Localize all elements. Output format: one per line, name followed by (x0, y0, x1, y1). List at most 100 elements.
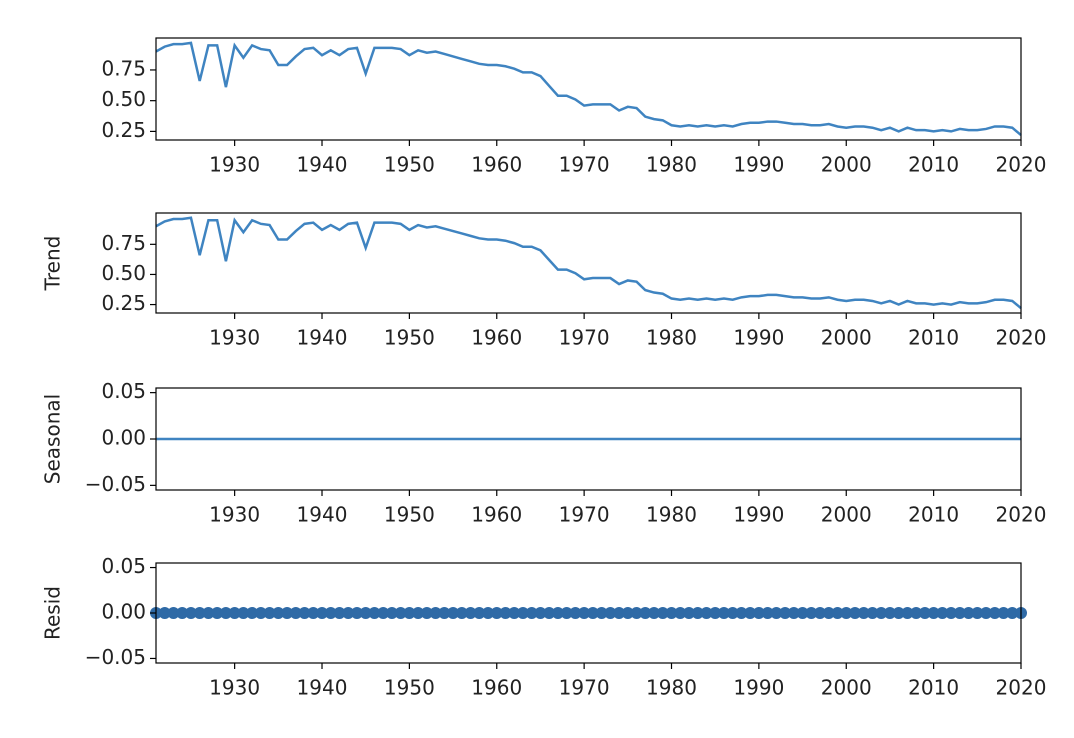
data-point (377, 607, 390, 619)
x-tick-label: 2020 (996, 326, 1047, 350)
data-point (569, 607, 582, 619)
data-point (918, 607, 931, 619)
y-tick-label: 0.50 (101, 261, 146, 285)
data-point (473, 607, 486, 619)
x-tick-label: 1940 (297, 326, 348, 350)
data-point (665, 607, 678, 619)
data-point (333, 607, 346, 619)
y-tick-label: 0.25 (101, 291, 146, 315)
data-point (394, 607, 407, 619)
data-point (202, 607, 215, 619)
data-point (289, 607, 302, 619)
data-point (674, 607, 687, 619)
data-point (892, 607, 905, 619)
x-tick-label: 1940 (297, 153, 348, 177)
axes-frame (155, 387, 1022, 491)
x-tick-label: 1970 (559, 676, 610, 700)
data-point (840, 607, 853, 619)
x-tick-label: 1960 (471, 153, 522, 177)
data-point (342, 607, 355, 619)
x-tick-label: 1980 (646, 153, 697, 177)
data-point (787, 607, 800, 619)
data-point (682, 607, 695, 619)
data-point (455, 607, 468, 619)
data-point (866, 607, 879, 619)
axes-frame (155, 37, 1022, 141)
data-point (953, 607, 966, 619)
data-point (709, 607, 722, 619)
y-axis-label: Resid (41, 586, 65, 640)
y-tick-label: 0.00 (101, 426, 146, 450)
x-tick-label: 2000 (821, 676, 872, 700)
data-point (883, 607, 896, 619)
data-point (735, 607, 748, 619)
data-point (997, 607, 1010, 619)
data-point (385, 607, 398, 619)
x-tick-label: 2000 (821, 153, 872, 177)
x-tick-label: 1970 (559, 153, 610, 177)
data-point (796, 607, 809, 619)
data-point (980, 607, 993, 619)
data-point (1006, 607, 1019, 619)
data-point (857, 607, 870, 619)
data-point (508, 607, 521, 619)
data-point (272, 607, 285, 619)
data-point (700, 607, 713, 619)
data-point (927, 607, 940, 619)
data-point (324, 607, 337, 619)
y-axis-label: Trend (41, 236, 65, 292)
data-point (752, 607, 765, 619)
y-tick-label: 0.00 (101, 600, 146, 624)
data-point (936, 607, 949, 619)
y-tick-label: −0.05 (85, 472, 146, 496)
x-tick-label: 1950 (384, 676, 435, 700)
data-point (158, 607, 171, 619)
data-point (578, 607, 591, 619)
x-tick-label: 2010 (908, 676, 959, 700)
x-tick-label: 1980 (646, 326, 697, 350)
data-point (595, 607, 608, 619)
x-tick-label: 1990 (733, 153, 784, 177)
data-point (901, 607, 914, 619)
data-point (945, 607, 958, 619)
y-tick-label: −0.05 (85, 645, 146, 669)
data-point (420, 607, 433, 619)
data-point (516, 607, 529, 619)
data-point (630, 607, 643, 619)
data-point (228, 607, 241, 619)
x-tick-label: 1930 (209, 503, 260, 527)
data-point (621, 607, 634, 619)
data-point (193, 607, 206, 619)
data-point (988, 607, 1001, 619)
x-tick-label: 2010 (908, 503, 959, 527)
data-point (211, 607, 224, 619)
data-point (656, 607, 669, 619)
y-tick-label: 0.75 (101, 56, 146, 80)
x-tick-label: 1980 (646, 676, 697, 700)
x-tick-label: 1990 (733, 503, 784, 527)
data-point (726, 607, 739, 619)
data-line (155, 41, 1022, 137)
x-tick-label: 1960 (471, 503, 522, 527)
x-tick-label: 1990 (733, 676, 784, 700)
data-point (307, 607, 320, 619)
data-point (464, 607, 477, 619)
data-point (237, 607, 250, 619)
data-point (359, 607, 372, 619)
data-point (499, 607, 512, 619)
data-point (525, 607, 538, 619)
x-tick-label: 2000 (821, 326, 872, 350)
data-point (648, 607, 661, 619)
data-point (219, 607, 232, 619)
x-tick-label: 1970 (559, 503, 610, 527)
data-point (350, 607, 363, 619)
data-point (613, 607, 626, 619)
data-point (779, 607, 792, 619)
data-point (368, 607, 381, 619)
y-tick-label: 0.75 (101, 231, 146, 255)
x-tick-label: 2010 (908, 326, 959, 350)
data-point (831, 607, 844, 619)
data-point (971, 607, 984, 619)
data-point (263, 607, 276, 619)
